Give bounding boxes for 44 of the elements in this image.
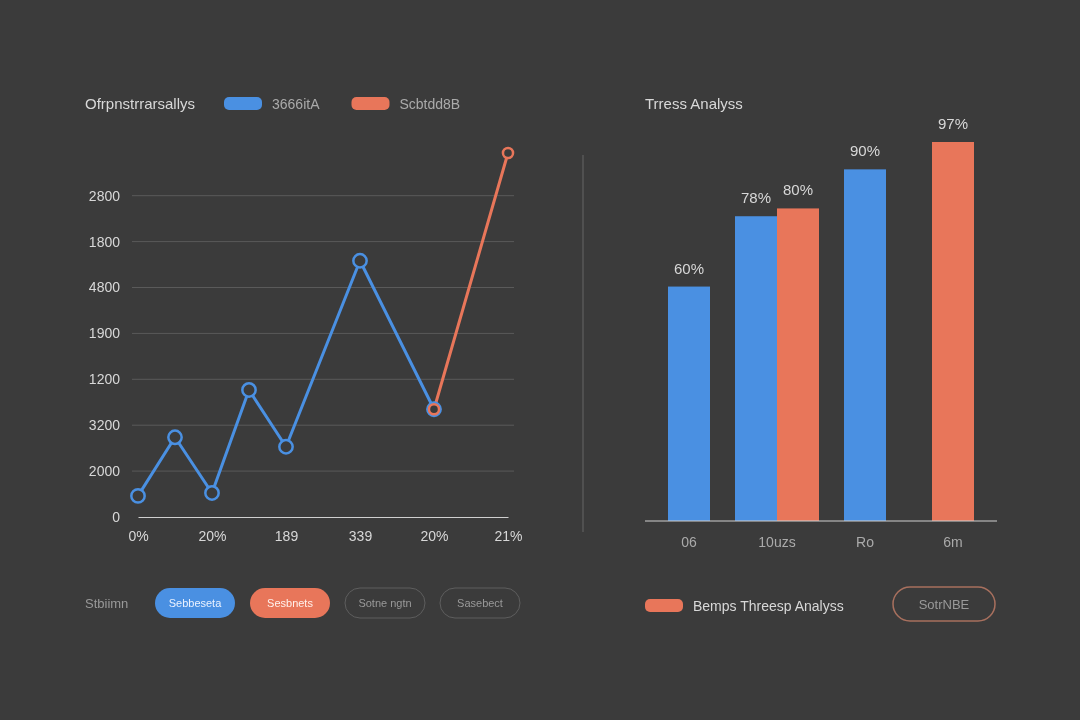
bar <box>668 286 710 521</box>
text: 3200 <box>88 417 121 434</box>
data-label: 80% <box>782 181 814 199</box>
x-tick-label: 339 <box>348 527 373 544</box>
bar <box>777 208 819 521</box>
text: Stbiimn <box>85 596 129 611</box>
point <box>130 487 146 504</box>
point <box>278 438 294 455</box>
data-label: 60% <box>673 259 705 277</box>
point <box>352 252 368 269</box>
button: Sesbnets <box>250 588 330 618</box>
button: Sotne ngtn <box>344 587 426 619</box>
chart-title: Ofrpnstrrarsallys <box>85 95 196 112</box>
text: 2800 <box>88 187 121 204</box>
legend-label: Bemps Threesp Analyss <box>693 598 844 614</box>
legend-label: 3666itA <box>272 96 321 112</box>
x-tick-label: 0% <box>128 527 149 544</box>
text: 4800 <box>88 279 121 296</box>
text: 1800 <box>88 233 121 250</box>
data-label: 78% <box>740 189 772 207</box>
button: Sasebect <box>439 587 521 619</box>
text: 1900 <box>88 325 121 342</box>
bar <box>932 142 974 521</box>
x-tick-label: 10uzs <box>758 533 796 550</box>
point <box>167 429 183 446</box>
chart-title: Trress Analyss <box>645 95 743 112</box>
x-tick-label: 06 <box>681 533 697 550</box>
point <box>204 485 220 501</box>
x-tick-label: 21% <box>494 527 523 544</box>
button: Sebbeseta <box>155 588 235 618</box>
text: 0 <box>112 508 121 525</box>
point <box>241 382 257 398</box>
text: 2000 <box>88 463 121 479</box>
point <box>501 146 515 160</box>
data-label: 90% <box>849 142 881 160</box>
x-tick-label: 20% <box>198 527 227 544</box>
x-tick-label: 6m <box>943 533 963 550</box>
legend-label: Scbtdd8B <box>399 96 461 112</box>
x-tick-label: Ro <box>856 533 875 550</box>
data-label: 97% <box>937 115 969 132</box>
button: SotrNBE <box>892 586 996 622</box>
x-tick-label: 189 <box>274 527 299 544</box>
x-tick-label: 20% <box>420 527 449 544</box>
text: 1200 <box>88 371 121 388</box>
